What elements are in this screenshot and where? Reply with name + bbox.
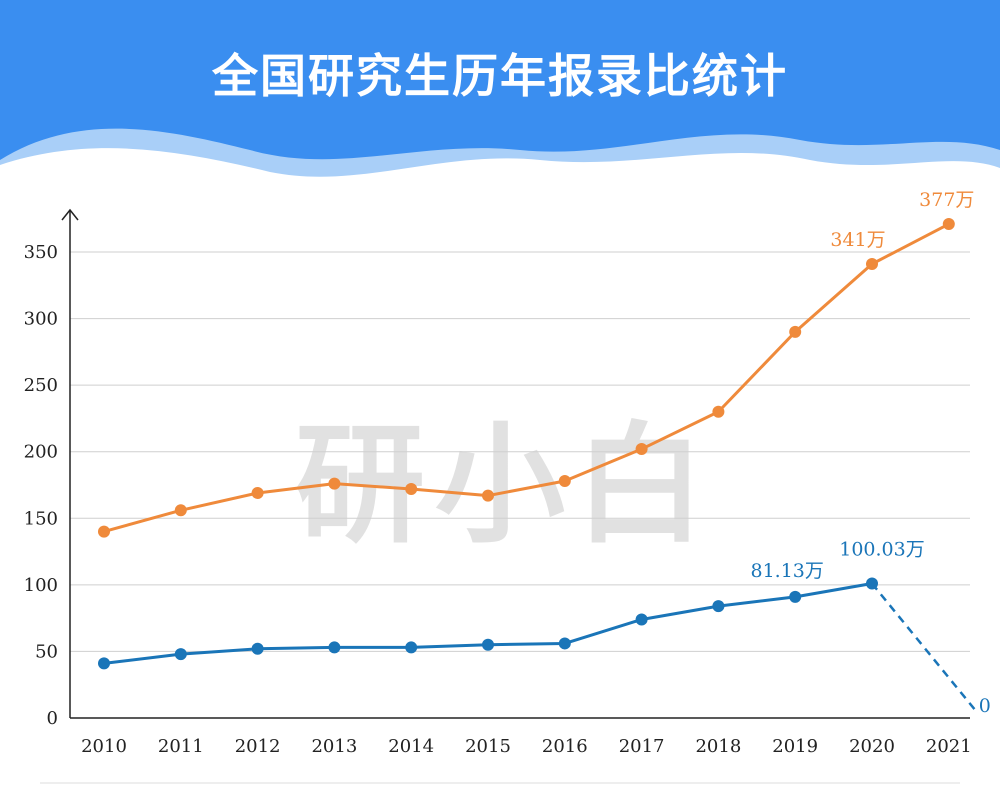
x-tick-label: 2019: [772, 736, 818, 757]
x-tick-label: 2018: [695, 736, 741, 757]
grid-lines: [70, 251, 970, 652]
data-point-admitted: [174, 648, 187, 661]
x-tick-label: 2014: [388, 736, 434, 757]
data-point-admitted: [866, 577, 878, 590]
y-tick-label: 300: [24, 309, 58, 330]
data-label: 341万: [830, 229, 885, 251]
data-point-applicants: [712, 405, 725, 418]
data-point-applicants: [866, 257, 878, 270]
data-point-applicants: [482, 489, 494, 502]
x-tick-labels: 2010 2011 2012 2013 2014 2015 2016 2017 2018 2019…: [81, 736, 972, 757]
data-point-admitted: [328, 641, 341, 654]
series-dashed-tail-admitted: [871, 582, 978, 713]
data-point-admitted: [789, 590, 802, 603]
data-point-applicants: [405, 482, 418, 495]
x-tick-label: 2021: [926, 736, 972, 757]
data-label: 0: [979, 695, 991, 717]
data-point-applicants: [328, 477, 341, 490]
y-tick-label: 0: [47, 708, 58, 729]
x-tick-label: 2012: [235, 736, 281, 757]
data-point-applicants: [98, 525, 110, 538]
y-tick-label: 100: [24, 575, 58, 596]
x-tick-label: 2016: [542, 736, 588, 757]
data-label: 100.03万: [839, 539, 924, 561]
data-point-applicants: [789, 325, 802, 338]
series-line-applicants: [103, 222, 950, 534]
page-title: 全国研究生历年报录比统计: [212, 49, 788, 103]
data-point-applicants: [251, 486, 264, 499]
banner-wave-white: [0, 148, 1000, 200]
y-tick-label: 250: [24, 375, 58, 396]
data-point-admitted: [482, 638, 494, 651]
y-tick-label: 200: [24, 442, 58, 463]
y-axis-arrow: [61, 208, 79, 221]
y-tick-labels: 0 50 100 150 200 250 300 350: [24, 242, 58, 729]
x-tick-label: 2011: [158, 736, 204, 757]
data-point-admitted: [635, 613, 648, 626]
data-label: 81.13万: [750, 560, 823, 582]
data-point-applicants: [558, 475, 571, 488]
data-point-admitted: [558, 637, 571, 650]
data-point-applicants: [635, 443, 648, 456]
y-tick-label: 150: [24, 508, 58, 529]
series-group: [98, 218, 978, 713]
x-tick-label: 2017: [619, 736, 665, 757]
data-point-admitted: [405, 641, 418, 654]
data-point-applicants: [942, 218, 955, 231]
header-banner: [0, 0, 1000, 200]
data-labels: 341万 377万 81.13万 100.03万 0: [750, 189, 990, 717]
y-tick-label: 350: [24, 242, 58, 263]
axes: [61, 208, 970, 719]
data-point-admitted: [712, 600, 725, 613]
x-tick-label: 2010: [81, 736, 127, 757]
data-point-admitted: [98, 657, 110, 670]
data-point-applicants: [174, 504, 187, 517]
y-tick-label: 50: [35, 641, 58, 662]
data-label: 377万: [919, 189, 974, 211]
x-tick-label: 2020: [849, 736, 895, 757]
x-tick-label: 2013: [311, 736, 357, 757]
x-tick-label: 2015: [465, 736, 511, 757]
data-point-admitted: [251, 642, 264, 655]
footer-divider: [40, 782, 960, 784]
